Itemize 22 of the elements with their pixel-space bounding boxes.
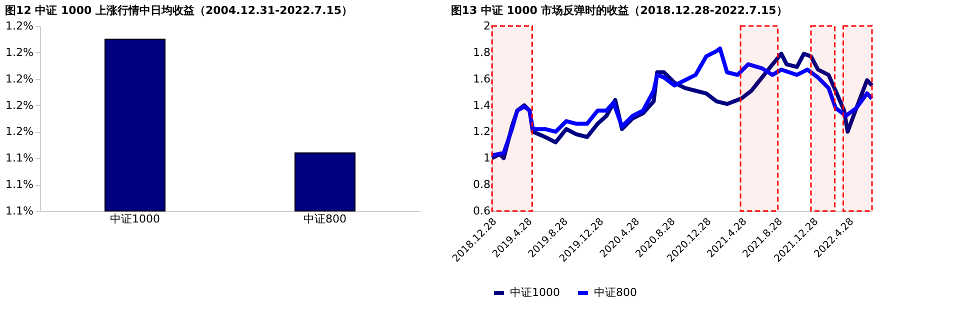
y-tick-label: 2 bbox=[484, 20, 490, 32]
chart-title: 图13 中证 1000 市场反弹时的收益（2018.12.28-2022.7.15） bbox=[450, 4, 788, 17]
legend-label: 中证1000 bbox=[510, 286, 560, 299]
y-tick-label: 1.1% bbox=[6, 204, 34, 218]
y-tick-label: 1 bbox=[484, 152, 490, 165]
y-tick-label: 0.8 bbox=[473, 178, 490, 192]
y-tick-label: 1.2% bbox=[6, 46, 34, 59]
x-tick-label: 中证800 bbox=[304, 212, 346, 226]
y-tick-label: 1.2% bbox=[6, 20, 34, 32]
y-tick-label: 1.2% bbox=[6, 98, 34, 112]
chart-title: 图12 中证 1000 上涨行情中日均收益（2004.12.31-2022.7.15） bbox=[5, 4, 353, 17]
legend-label: 中证800 bbox=[594, 286, 637, 299]
y-tick-label: 1.2% bbox=[6, 72, 34, 86]
y-tick-label: 1.2% bbox=[6, 125, 34, 138]
y-tick-label: 1.2 bbox=[473, 125, 490, 138]
y-tick-label: 1.1% bbox=[6, 152, 34, 165]
y-tick-label: 1.1% bbox=[6, 178, 34, 192]
x-tick-label: 中证1000 bbox=[110, 212, 160, 226]
y-tick-label: 1.8 bbox=[473, 46, 490, 59]
y-tick-label: 1.6 bbox=[473, 72, 490, 86]
y-tick-label: 0.6 bbox=[473, 204, 490, 218]
y-tick-label: 1.4 bbox=[473, 98, 490, 112]
